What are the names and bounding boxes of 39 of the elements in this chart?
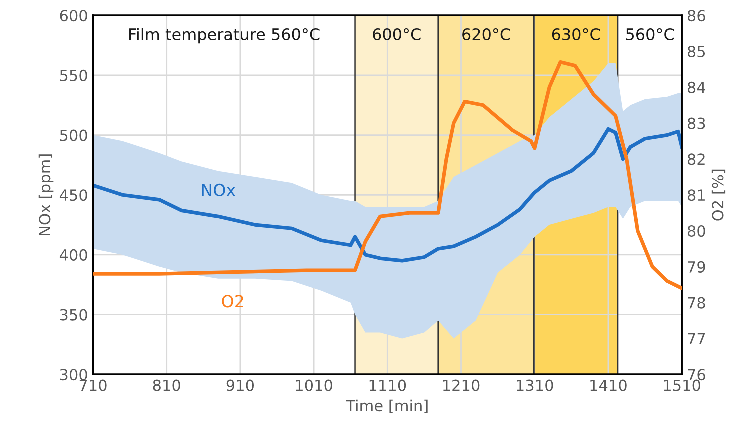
x-tick-label: 1410 — [590, 380, 627, 392]
y-tick-label: 300 — [60, 369, 88, 381]
x-tick-label: 1510 — [664, 380, 700, 392]
x-tick-label: 1210 — [443, 380, 480, 392]
series-label: NOx — [202, 184, 236, 197]
y-tick-label: 600 — [60, 10, 88, 22]
y2-tick-label: 85 — [688, 46, 706, 58]
y-axis-title: NOx [ppm] — [38, 154, 54, 236]
x-tick-label: 910 — [226, 380, 254, 392]
y-tick-label: 400 — [60, 249, 88, 261]
y2-tick-label: 77 — [688, 333, 706, 345]
line-series — [93, 128, 682, 263]
x-tick-label: 1310 — [517, 380, 554, 392]
y2-tick-label: 78 — [688, 297, 706, 309]
y2-tick-label: 80 — [688, 225, 706, 238]
y-tick-label: 500 — [60, 130, 88, 142]
y2-tick-label: 76 — [688, 369, 706, 381]
band-label: 630°C — [552, 28, 600, 41]
y-tick-label: 550 — [60, 70, 88, 82]
x-tick-label: 1110 — [370, 380, 406, 392]
band-label: 600°C — [373, 28, 421, 41]
y2-tick-label: 82 — [688, 154, 705, 166]
x-tick-label: 710 — [80, 380, 107, 392]
x-tick-label: 1010 — [296, 380, 332, 392]
y2-axis-title: O2 [%] — [712, 170, 726, 221]
annotation: 560°C — [626, 28, 674, 41]
y-tick-label: 450 — [60, 190, 88, 202]
band-label: 620°C — [462, 28, 510, 41]
line-series — [93, 60, 682, 290]
x-tick-label: 810 — [153, 380, 180, 392]
y2-tick-label: 84 — [688, 82, 706, 94]
x-axis-title: Time [min] — [346, 400, 428, 414]
y2-tick-label: 79 — [688, 261, 706, 273]
y2-tick-label: 83 — [688, 118, 706, 130]
series-label: O2 — [222, 295, 244, 308]
y2-tick-label: 81 — [688, 190, 705, 202]
annotation: Film temperature 560°C — [130, 28, 320, 44]
y2-tick-label: 86 — [688, 10, 706, 22]
y-tick-label: 350 — [60, 309, 88, 321]
